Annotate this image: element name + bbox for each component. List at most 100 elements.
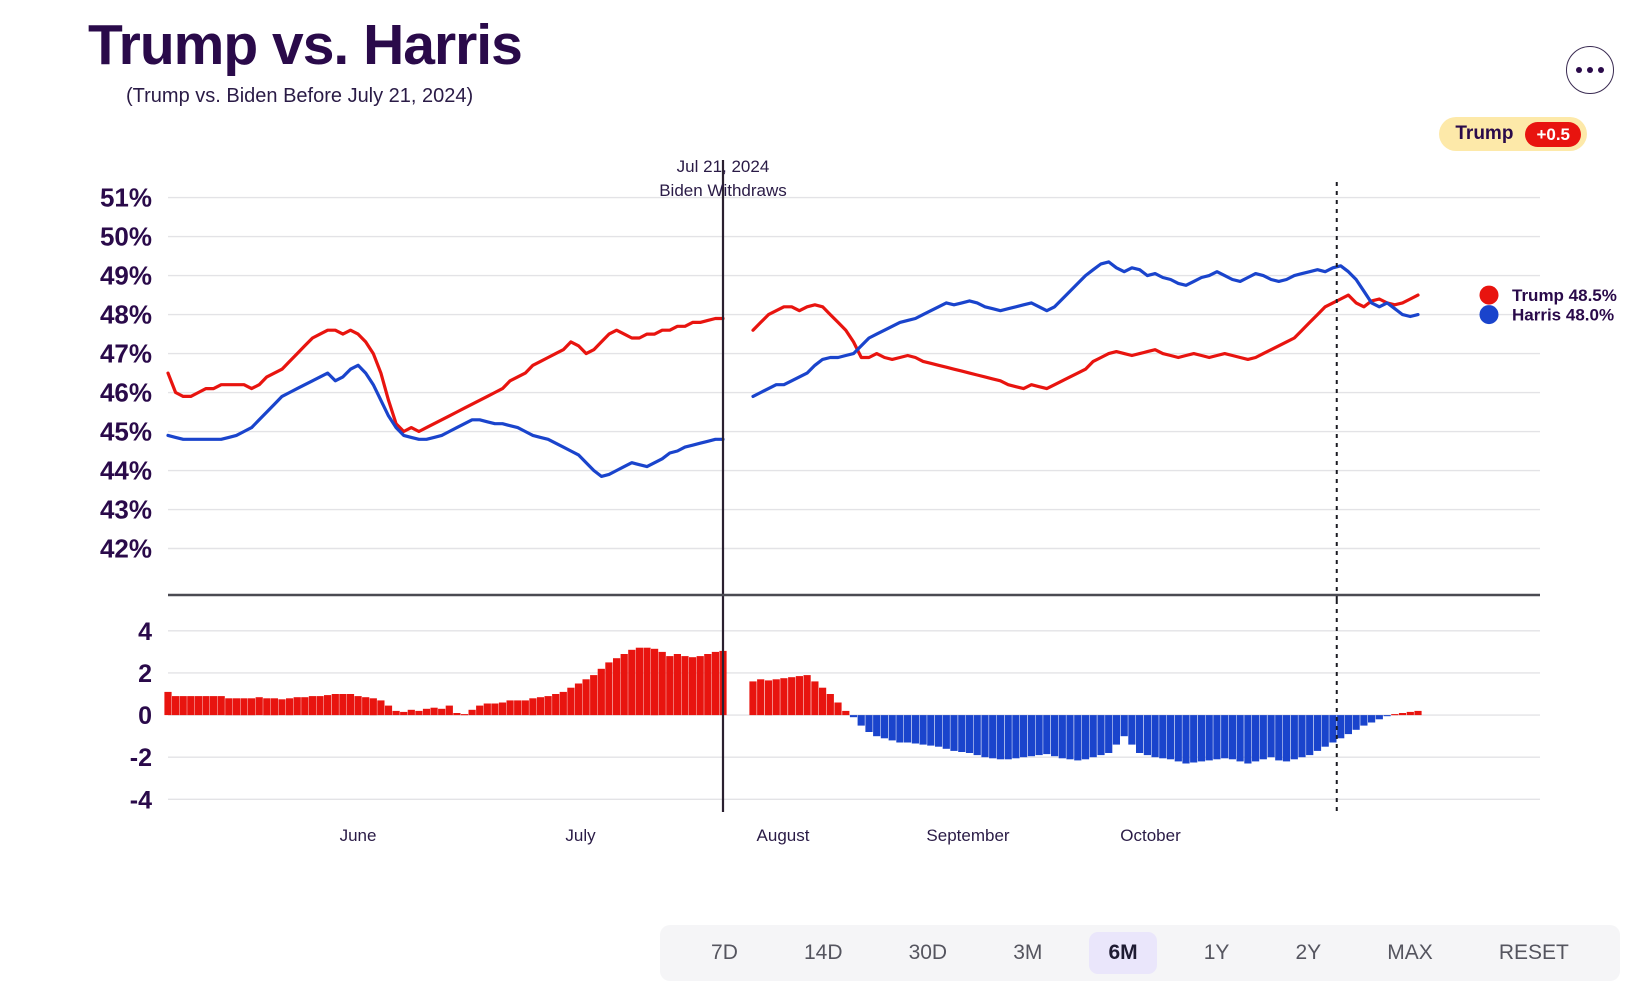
margin-bar: [1221, 715, 1229, 759]
margin-bar: [935, 715, 943, 747]
margin-bar: [1321, 715, 1329, 747]
bar-y-axis-tick-label: -2: [130, 744, 152, 772]
margin-bar: [179, 696, 187, 716]
margin-bar: [1043, 715, 1051, 755]
endpoint-label-harris: Harris 48.0%: [1512, 306, 1614, 325]
x-axis-month-label: August: [756, 826, 810, 845]
margin-bar: [1406, 711, 1414, 716]
margin-bar: [958, 715, 966, 752]
margin-bar: [1159, 715, 1167, 759]
margin-bar: [1337, 715, 1345, 739]
x-axis-month-label: June: [339, 826, 377, 845]
margin-bar: [651, 648, 659, 716]
margin-bar: [544, 696, 552, 716]
margin-bar: [1182, 715, 1190, 764]
margin-bar-chart[interactable]: 4 2 0 -2 -4: [0, 600, 1652, 830]
range-button-3m[interactable]: 3M: [994, 932, 1061, 974]
margin-bar: [1105, 715, 1113, 753]
margin-bar: [1174, 715, 1182, 762]
margin-bar: [392, 710, 400, 716]
margin-bar: [1383, 715, 1391, 717]
margin-bar: [1128, 715, 1136, 745]
range-button-2y[interactable]: 2Y: [1276, 932, 1340, 974]
margin-bar: [613, 658, 621, 716]
margin-bar: [354, 696, 362, 716]
margin-bar: [1089, 715, 1097, 758]
margin-bar: [834, 702, 842, 716]
margin-bar: [1058, 715, 1066, 759]
margin-bar: [293, 697, 301, 716]
leader-badge[interactable]: Trump +0.5: [1439, 117, 1587, 151]
margin-bar: [422, 708, 431, 716]
margin-bar: [681, 656, 689, 716]
margin-bar: [981, 715, 989, 758]
margin-bar: [1228, 715, 1236, 760]
margin-bar: [384, 705, 393, 716]
margin-bar: [445, 705, 453, 716]
margin-bar: [842, 710, 850, 716]
margin-bar: [1298, 715, 1306, 758]
margin-bar: [521, 700, 529, 716]
margin-bar: [1012, 715, 1020, 759]
margin-bar: [1020, 715, 1028, 758]
margin-bar: [1244, 715, 1252, 764]
margin-bar: [628, 649, 636, 716]
margin-bar: [826, 694, 834, 716]
margin-bar: [286, 698, 294, 716]
margin-bar: [590, 675, 598, 716]
line-chart-svg: 51% 50% 49% 48% 47% 46% 45% 44% 43% 42% Jul 21, 20…: [100, 160, 1617, 600]
margin-bar: [942, 715, 950, 749]
margin-bar: [989, 715, 997, 759]
range-button-max[interactable]: MAX: [1368, 932, 1452, 974]
margin-bar: [1282, 715, 1291, 762]
margin-bar: [927, 715, 935, 746]
margin-bar: [278, 699, 286, 716]
y-axis-tick-label: 48%: [100, 300, 152, 330]
margin-bar: [301, 697, 309, 716]
margin-bar: [857, 715, 865, 726]
time-range-selector[interactable]: 7D 14D 30D 3M 6M 1Y 2Y MAX RESET: [660, 925, 1620, 981]
y-axis-tick-label: 44%: [100, 456, 152, 486]
endpoint-label-trump: Trump 48.5%: [1512, 286, 1617, 305]
margin-bar: [574, 683, 583, 716]
margin-bar: [483, 703, 491, 716]
margin-bar: [849, 715, 858, 718]
bar-y-axis-tick-label: 0: [138, 702, 152, 730]
range-button-30d[interactable]: 30D: [890, 932, 967, 974]
margin-bar: [749, 681, 757, 716]
margin-bar: [1275, 715, 1283, 761]
margin-bar: [331, 694, 339, 716]
margin-bar: [1190, 715, 1198, 763]
margin-bar: [673, 654, 681, 716]
margin-bar: [430, 707, 438, 716]
margin-bar: [453, 713, 461, 716]
margin-bar: [620, 654, 628, 716]
margin-bar: [552, 694, 560, 716]
range-button-1y[interactable]: 1Y: [1185, 932, 1249, 974]
range-button-14d[interactable]: 14D: [785, 932, 862, 974]
margin-bar: [536, 697, 545, 716]
y-axis-tick-label: 50%: [100, 222, 152, 252]
range-button-6m[interactable]: 6M: [1089, 932, 1157, 974]
reset-button[interactable]: RESET: [1480, 932, 1588, 974]
margin-bar: [597, 668, 605, 716]
margin-bar: [316, 696, 324, 716]
range-button-7d[interactable]: 7D: [692, 932, 757, 974]
margin-bar: [1027, 715, 1035, 757]
margin-bar: [210, 696, 218, 716]
margin-bar: [582, 679, 590, 716]
margin-bar: [491, 703, 499, 716]
margin-bar: [529, 698, 537, 716]
margin-bar: [1081, 715, 1090, 760]
margin-bar: [1391, 714, 1399, 716]
kebab-menu-icon[interactable]: [1566, 46, 1614, 94]
poll-average-line-chart[interactable]: 51% 50% 49% 48% 47% 46% 45% 44% 43% 42% Jul 21, 20…: [0, 160, 1652, 600]
line-series-trump-pre: [166, 316, 725, 434]
endpoint-dot-harris: [1479, 305, 1499, 325]
margin-bar: [346, 694, 355, 716]
margin-bar: [896, 715, 904, 743]
margin-bar: [1259, 715, 1267, 760]
margin-bar: [919, 715, 927, 745]
margin-bar: [438, 708, 446, 716]
